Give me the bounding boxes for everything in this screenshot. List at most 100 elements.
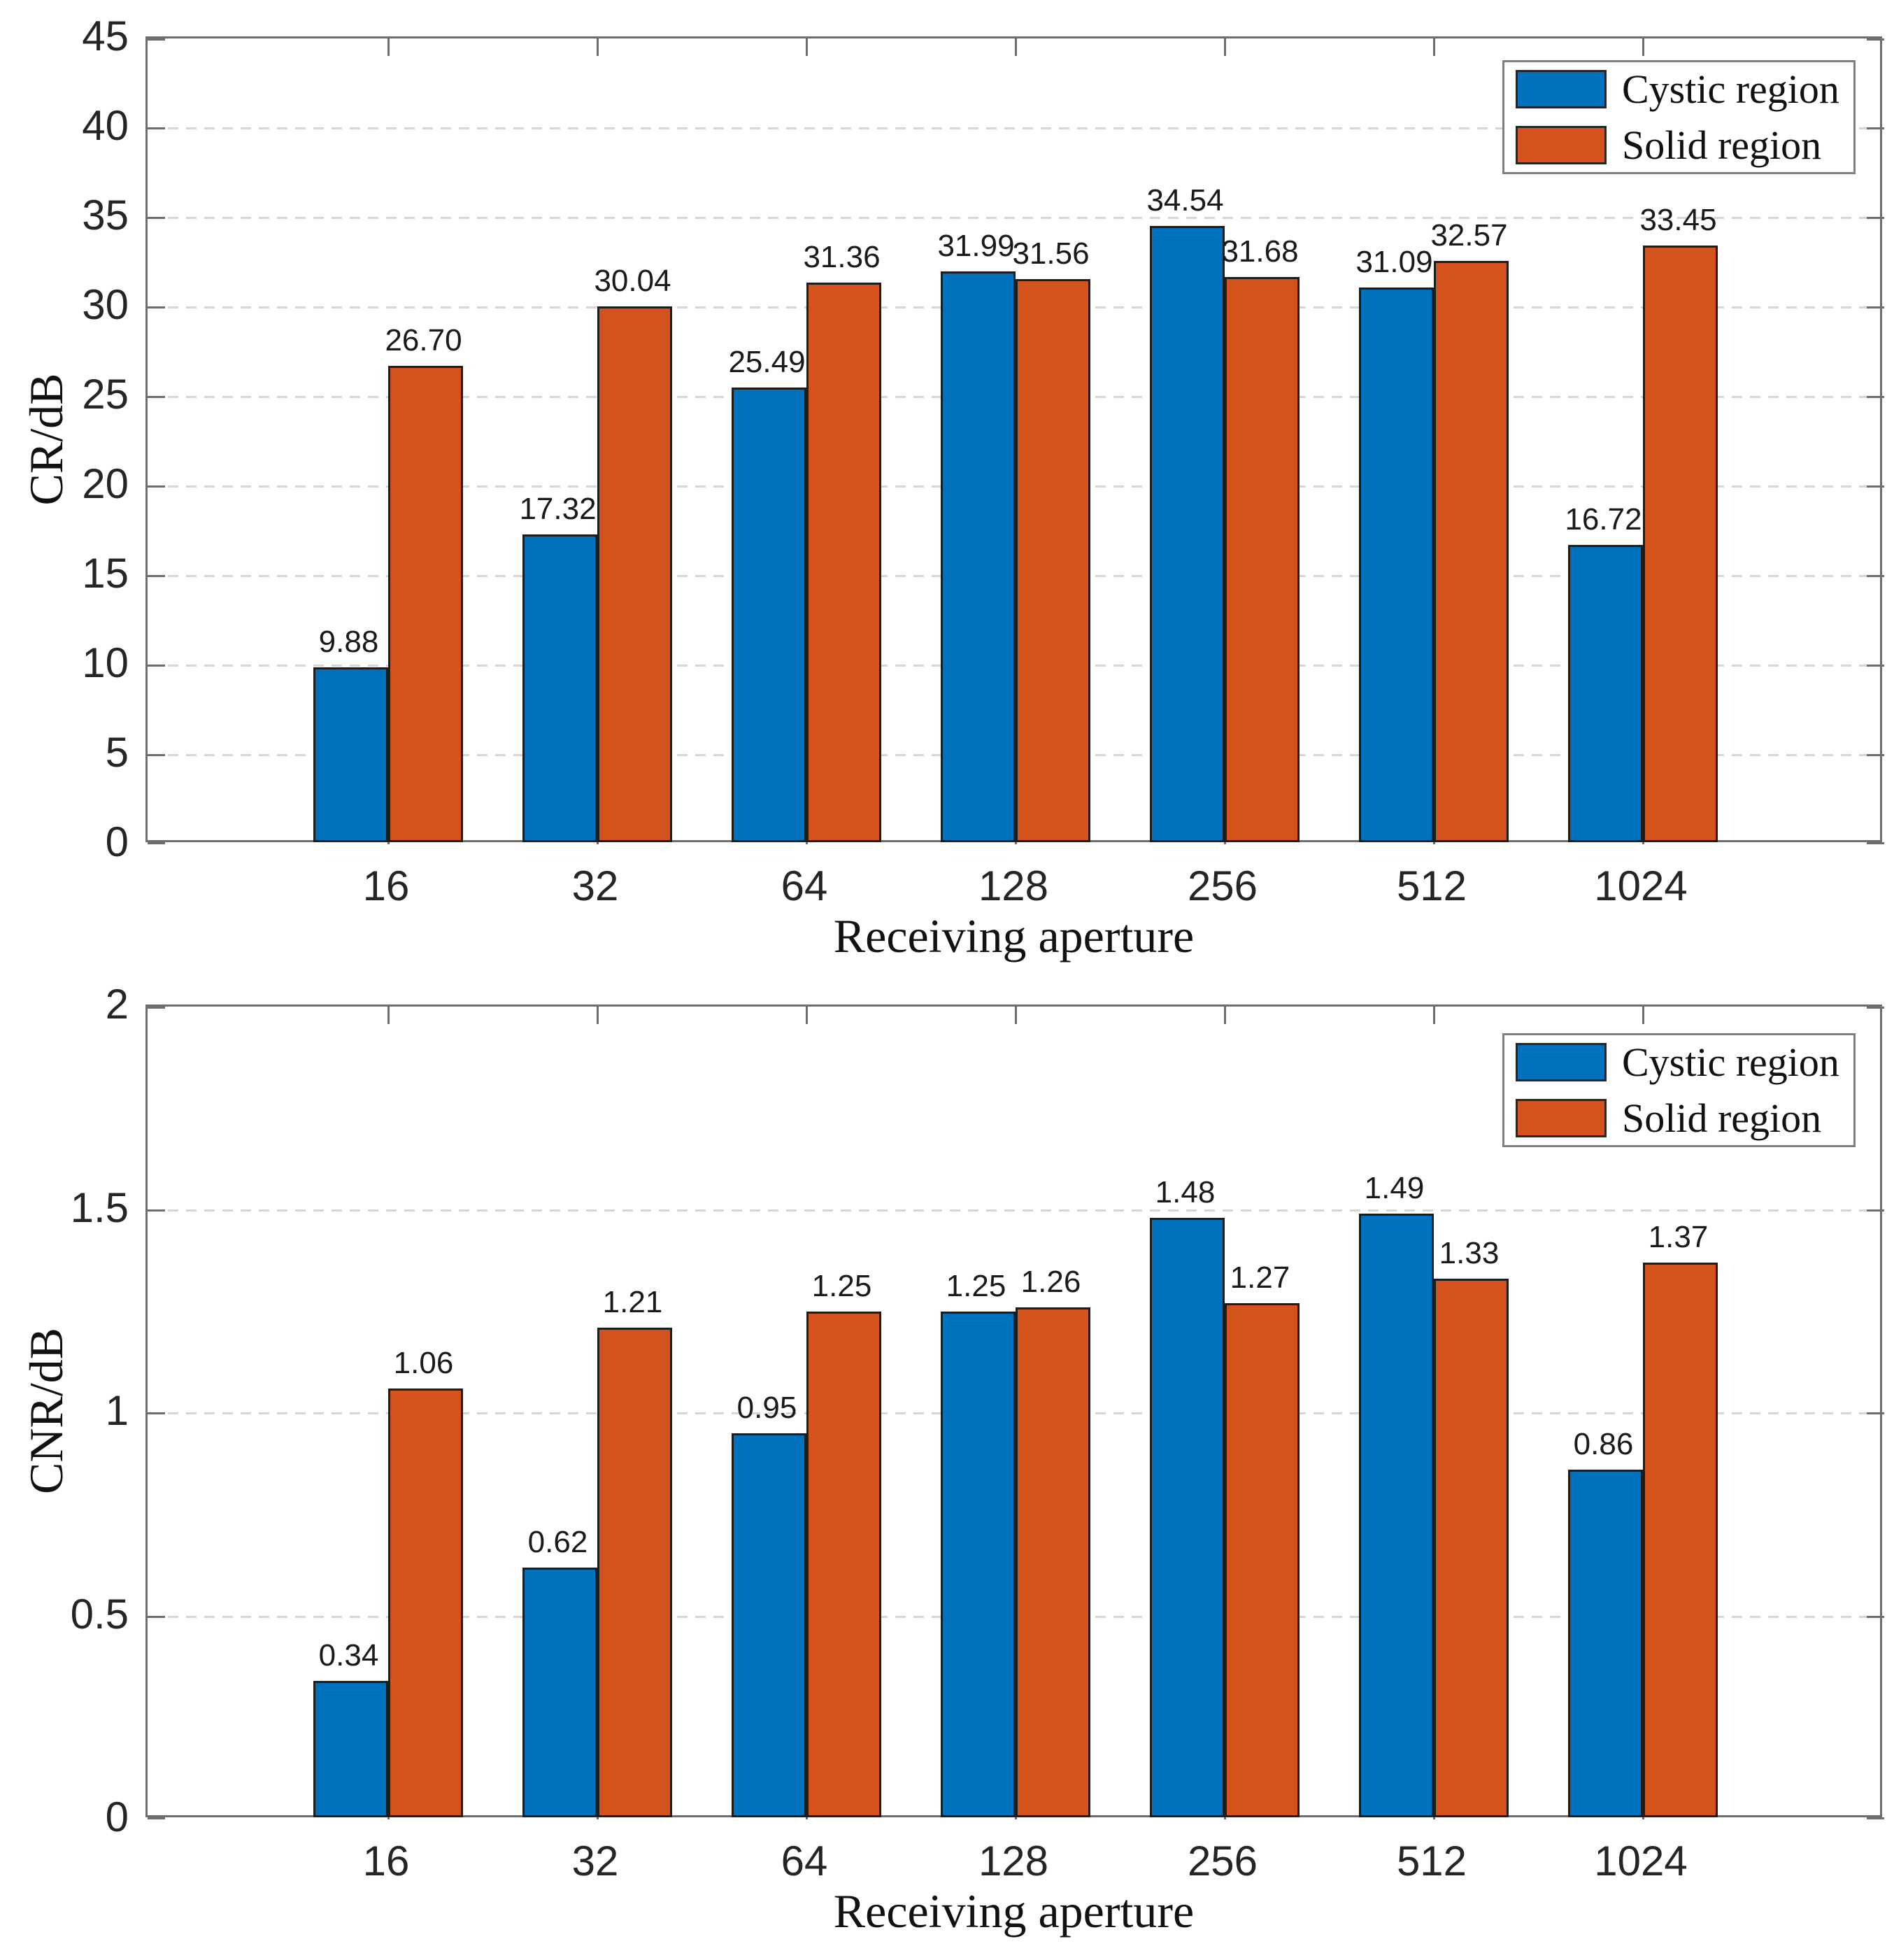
y-tick-mark [148, 306, 165, 308]
y-tick-mark [1867, 575, 1884, 577]
bar-cystic [313, 667, 388, 842]
y-axis-tick-label: 0 [105, 818, 129, 865]
y-tick-mark [1867, 485, 1884, 488]
bar-value-label: 1.49 [1364, 1171, 1425, 1206]
x-tick-mark [387, 38, 390, 56]
bar-value-label: 30.04 [594, 263, 671, 298]
plot-area [145, 1004, 1884, 1819]
y-axis-tick-label: 10 [82, 639, 129, 686]
bar-value-label: 0.86 [1573, 1427, 1634, 1462]
bar-cystic [522, 534, 597, 842]
y-tick-mark [1867, 1007, 1884, 1009]
y-axis-tick-label: 30 [82, 281, 129, 328]
x-tick-mark [1433, 38, 1435, 56]
y-tick-mark [1867, 1209, 1884, 1212]
bar-solid [388, 366, 463, 842]
bar-value-label: 0.62 [527, 1524, 588, 1559]
legend-swatch-solid-icon [1516, 1099, 1607, 1137]
y-axis-tick-label: 25 [82, 371, 129, 418]
x-axis-label: Receiving aperture [833, 909, 1195, 963]
y-axis-tick-label: 15 [82, 550, 129, 597]
x-tick-mark [1015, 38, 1017, 56]
y-tick-mark [148, 1209, 165, 1212]
legend-item-cystic: Cystic region [1516, 67, 1853, 111]
x-tick-mark [597, 1007, 599, 1024]
legend: Cystic region Solid region [1502, 60, 1856, 174]
x-axis-tick-label: 512 [1396, 1838, 1467, 1884]
y-tick-mark [148, 1817, 165, 1819]
bar-solid [806, 283, 881, 842]
y-tick-mark [148, 38, 165, 41]
x-tick-mark [1224, 38, 1226, 56]
x-tick-mark [597, 38, 599, 56]
bar-value-label: 31.09 [1355, 245, 1433, 280]
bar-solid [1016, 1307, 1090, 1817]
legend-label-solid: Solid region [1622, 1095, 1822, 1141]
y-axis-tick-label: 2 [105, 981, 129, 1028]
bar-solid [1434, 261, 1509, 842]
bar-value-label: 1.37 [1648, 1220, 1709, 1255]
bar-solid [806, 1311, 881, 1817]
bar-value-label: 0.34 [318, 1638, 379, 1673]
bar-cystic [1568, 1470, 1643, 1817]
legend-swatch-cystic-icon [1516, 1043, 1607, 1081]
x-axis-tick-label: 64 [781, 862, 828, 909]
x-axis-tick-label: 256 [1187, 1838, 1258, 1884]
x-axis-tick-label: 128 [978, 1838, 1049, 1884]
y-tick-mark [1867, 1817, 1884, 1819]
legend-item-solid: Solid region [1516, 1095, 1853, 1141]
x-tick-mark [1015, 1007, 1017, 1024]
bar-cystic [732, 1433, 806, 1817]
y-tick-mark [1867, 754, 1884, 756]
y-tick-mark [1867, 1412, 1884, 1414]
legend-item-solid: Solid region [1516, 123, 1853, 167]
x-tick-mark [387, 1007, 390, 1024]
bar-value-label: 1.26 [1020, 1264, 1081, 1299]
bar-solid [597, 306, 672, 842]
y-tick-mark [1867, 38, 1884, 41]
y-tick-mark [148, 127, 165, 129]
x-tick-mark [1642, 38, 1644, 56]
x-axis-tick-label: 32 [571, 1838, 619, 1884]
y-axis-tick-label: 1.5 [70, 1184, 129, 1231]
bar-value-label: 1.25 [811, 1268, 872, 1303]
legend: Cystic region Solid region [1502, 1033, 1856, 1147]
bar-solid [1016, 279, 1090, 842]
y-tick-mark [148, 754, 165, 756]
y-tick-mark [1867, 1615, 1884, 1618]
x-axis-tick-label: 64 [781, 1838, 828, 1884]
x-tick-mark [1642, 1007, 1644, 1024]
bar-solid [1225, 276, 1300, 842]
y-tick-mark [1867, 306, 1884, 308]
bar-value-label: 1.48 [1155, 1175, 1216, 1210]
y-axis-tick-label: 35 [82, 192, 129, 239]
bar-value-label: 25.49 [728, 345, 806, 380]
gridline [150, 1209, 1882, 1212]
y-tick-mark [148, 396, 165, 398]
bar-cystic [313, 1681, 388, 1817]
y-tick-mark [148, 1007, 165, 1009]
bar-solid [1434, 1279, 1509, 1817]
y-tick-mark [148, 665, 165, 667]
y-tick-mark [148, 1412, 165, 1414]
x-axis-tick-label: 256 [1187, 862, 1258, 909]
x-tick-mark [806, 1007, 808, 1024]
y-tick-mark [148, 485, 165, 488]
bar-value-label: 17.32 [519, 491, 597, 526]
x-axis-tick-label: 32 [571, 862, 619, 909]
bar-cystic [1359, 1214, 1434, 1817]
bar-value-label: 32.57 [1430, 218, 1508, 253]
x-axis-tick-label: 16 [362, 862, 410, 909]
bar-solid [1643, 1263, 1718, 1817]
bar-cystic [941, 271, 1016, 842]
gridline [150, 127, 1882, 129]
x-axis-tick-label: 1024 [1594, 862, 1688, 909]
x-tick-mark [1433, 1007, 1435, 1024]
bar-cystic [941, 1311, 1016, 1817]
y-axis-tick-label: 0 [105, 1794, 129, 1840]
bar-value-label: 16.72 [1565, 502, 1642, 537]
x-axis-tick-label: 1024 [1594, 1838, 1688, 1884]
x-axis-label: Receiving aperture [833, 1884, 1195, 1938]
